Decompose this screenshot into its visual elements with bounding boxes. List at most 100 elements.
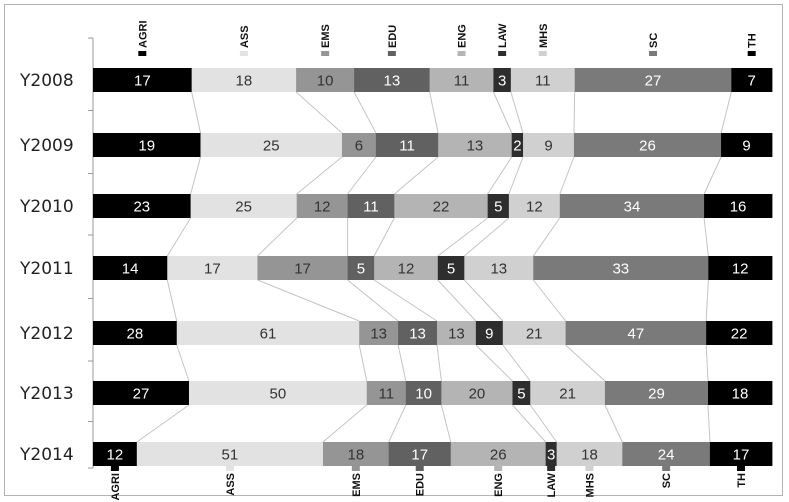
data-label-law-y2008: 3 (498, 73, 506, 90)
data-label-th-y2009: 9 (742, 138, 750, 155)
data-label-eng-y2009: 13 (467, 138, 484, 155)
bar-segment-law-y2009 (511, 133, 524, 157)
data-label-sc-y2012: 47 (628, 326, 645, 343)
category-label-bottom-agri: AGRI (110, 473, 122, 501)
bar-segment-edu-y2011 (347, 256, 375, 280)
data-label-mhs-y2013: 21 (559, 386, 576, 403)
bar-segment-eng-y2014 (450, 442, 547, 466)
bar-segment-sc-y2012 (565, 321, 707, 345)
category-marker-bottom-eng (494, 466, 503, 471)
row-label-y2013: Y2013 (19, 384, 74, 404)
bar-segment-edu-y2010 (347, 194, 395, 218)
bar-segment-mhs-y2011 (464, 256, 534, 280)
data-label-sc-y2010: 34 (624, 199, 641, 216)
bar-segment-law-y2014 (545, 442, 558, 466)
connector-line (703, 156, 722, 195)
bar-segment-sc-y2010 (559, 194, 705, 218)
data-label-ems-y2012: 13 (370, 326, 387, 343)
connector-line (373, 279, 438, 322)
data-label-th-y2011: 12 (732, 261, 749, 278)
bar-segment-sc-y2013 (604, 381, 709, 405)
connector-line (295, 91, 343, 134)
bar-segment-ems-y2010 (296, 194, 349, 218)
bar-segment-agri-y2010 (93, 194, 192, 218)
connector-line (529, 404, 558, 443)
data-label-law-y2013: 5 (517, 386, 525, 403)
data-label-agri-y2009: 19 (138, 138, 155, 155)
bar-segment-th-y2012 (706, 321, 773, 345)
connector-line (176, 344, 190, 382)
bar-segment-law-y2010 (487, 194, 510, 218)
data-label-agri-y2011: 14 (122, 261, 139, 278)
bar-segment-sc-y2009 (573, 133, 722, 157)
bar-segment-ems-y2009 (341, 133, 377, 157)
bar-segment-ass-y2011 (167, 256, 258, 280)
connector-line (705, 279, 709, 322)
connector-line (532, 279, 567, 322)
connector-line (565, 344, 606, 382)
connector-line (463, 279, 504, 322)
data-label-ass-y2014: 51 (222, 447, 239, 464)
connector-line (508, 156, 524, 195)
data-label-edu-y2013: 10 (415, 386, 432, 403)
connector-line (604, 404, 623, 443)
bar-segment-eng-y2009 (438, 133, 513, 157)
connector-line (358, 344, 368, 382)
data-label-agri-y2014: 12 (107, 447, 124, 464)
data-label-ass-y2008: 18 (236, 73, 253, 90)
connector-line (720, 91, 732, 134)
connector-line (388, 404, 407, 443)
category-marker-bottom-ems (351, 466, 360, 471)
bar-segment-th-y2011 (708, 256, 773, 280)
connector-line (437, 217, 488, 257)
data-label-th-y2008: 7 (748, 73, 756, 90)
bar-segment-eng-y2011 (374, 256, 439, 280)
data-label-edu-y2011: 5 (357, 261, 365, 278)
category-label-top-edu: EDU (387, 25, 399, 48)
bar-segment-sc-y2008 (574, 68, 732, 92)
category-marker-top-edu (387, 51, 396, 56)
data-label-sc-y2009: 26 (639, 138, 656, 155)
category-label-top-ems: EMS (320, 24, 332, 48)
data-label-edu-y2012: 13 (409, 326, 426, 343)
bar-segment-law-y2011 (437, 256, 465, 280)
connector-line (492, 91, 513, 134)
data-label-law-y2011: 5 (447, 261, 455, 278)
bar-segment-sc-y2014 (622, 442, 711, 466)
bar-segment-edu-y2012 (398, 321, 438, 345)
data-label-law-y2009: 2 (513, 138, 521, 155)
category-marker-bottom-law (547, 466, 556, 471)
row-label-y2009: Y2009 (19, 136, 74, 156)
bar-segment-eng-y2012 (436, 321, 477, 345)
bar-segment-edu-y2013 (405, 381, 442, 405)
bar-segment-mhs-y2010 (508, 194, 561, 218)
data-label-sc-y2008: 27 (645, 73, 662, 90)
data-label-eng-y2011: 12 (398, 261, 415, 278)
bar-segment-law-y2012 (475, 321, 504, 345)
category-label-top-mhs: MHS (538, 24, 550, 48)
data-label-law-y2012: 9 (485, 326, 493, 343)
bar-segment-mhs-y2014 (556, 442, 623, 466)
bar-segment-law-y2013 (512, 381, 531, 405)
row-label-y2010: Y2010 (19, 197, 74, 217)
bar-segment-agri-y2013 (93, 381, 190, 405)
data-label-law-y2010: 5 (494, 199, 502, 216)
category-marker-top-th (747, 51, 756, 56)
connector-line (559, 156, 575, 195)
bar-segment-th-y2013 (708, 381, 773, 405)
category-label-bottom-sc: SC (661, 473, 673, 488)
category-marker-top-sc (649, 51, 658, 56)
data-label-sc-y2013: 29 (648, 386, 665, 403)
category-marker-top-ems (321, 51, 330, 56)
category-marker-bottom-th (736, 466, 745, 471)
bar-segment-edu-y2014 (388, 442, 452, 466)
connector-line (532, 217, 561, 257)
row-label-y2014: Y2014 (19, 445, 74, 465)
bar-segment-ass-y2012 (176, 321, 360, 345)
category-marker-bottom-sc (662, 466, 671, 471)
data-label-eng-y2012: 13 (448, 326, 465, 343)
category-label-bottom-law: LAW (546, 472, 558, 497)
row-label-y2008: Y2008 (19, 71, 74, 91)
data-label-eng-y2008: 11 (454, 73, 470, 90)
